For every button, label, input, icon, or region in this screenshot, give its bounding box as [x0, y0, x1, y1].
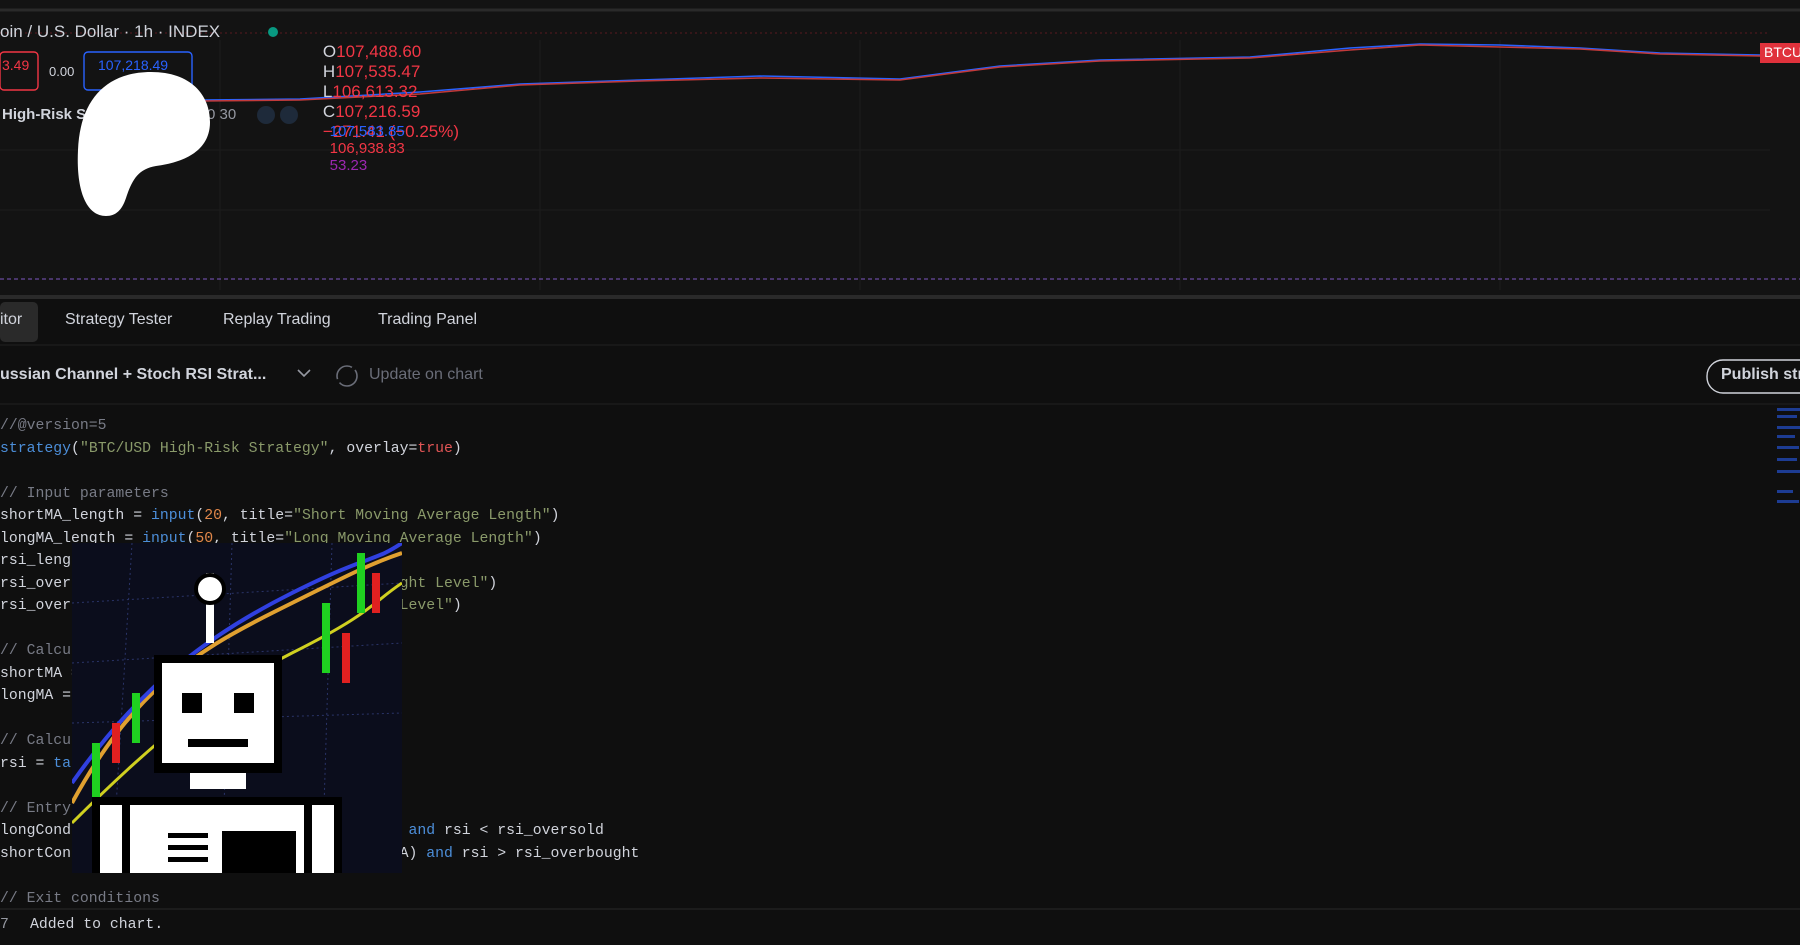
code-line: strategy("BTC/USD High-Risk Strategy", o… — [0, 441, 462, 457]
code-token: ( — [71, 440, 80, 457]
code-token: true — [417, 440, 453, 457]
indicator-params: 0 30 — [207, 106, 237, 123]
ohlc-key: O — [322, 42, 337, 61]
symbol-title: oin / U.S. Dollar · 1h · INDEX — [0, 22, 221, 41]
code-token: input — [142, 530, 187, 547]
code-token: // Exit conditions — [0, 890, 160, 907]
ohlc-value: 107,535.47 — [335, 62, 421, 81]
code-token: ( — [186, 530, 196, 547]
tab[interactable]: Strategy Tester — [65, 311, 173, 328]
code-token: and — [408, 823, 436, 839]
publish-button[interactable] — [1706, 359, 1800, 394]
code-token: ) — [452, 440, 462, 457]
code-token: rsi = — [0, 755, 54, 772]
ohlc: O107,488.60 H107,535.47 L106,613.32 C107… — [304, 22, 459, 162]
badge-left — [0, 51, 39, 91]
code-token: "BTC/USD High-Risk Strategy" — [79, 440, 329, 457]
badge-text: 107,218.49 — [98, 57, 169, 73]
code-token: longMA = — [0, 688, 80, 704]
candles-line — [199, 43, 1761, 101]
indicator-value: 53.23 — [329, 157, 368, 174]
code-token: ( — [195, 508, 205, 524]
code-token: 20 — [204, 508, 223, 524]
ohlc-value: 107,216.59 — [335, 102, 421, 121]
code-token: // Input parameters — [0, 485, 169, 502]
code-token: shortMA_length = — [0, 508, 151, 524]
code-token: rsi < rsi_oversold — [435, 823, 604, 839]
ohlc-value: 107,488.60 — [336, 42, 422, 61]
ohlc-value: 106,613.32 — [332, 82, 418, 101]
code-token: and — [426, 845, 453, 862]
active-tab-bg — [0, 302, 38, 342]
grid — [0, 40, 1770, 290]
code-token: longMA_length = — [0, 530, 143, 547]
code-line: shortMA_length = input(20, title="Short … — [0, 508, 559, 524]
indicator-values: 107,583.85 106,938.83 53.23 — [313, 106, 405, 191]
code-token: , title= — [213, 530, 285, 547]
chevron-icon[interactable] — [297, 369, 311, 378]
badge-text: 0.00 — [49, 64, 75, 79]
price-tag: BTCU — [1764, 44, 1800, 60]
indicator-icon[interactable] — [280, 106, 298, 124]
code-token: //@version=5 — [0, 418, 107, 434]
code-token: ) — [488, 575, 498, 592]
code-token: input — [150, 508, 196, 524]
tab[interactable]: Replay Trading — [223, 311, 331, 328]
code-token: 50 — [195, 530, 214, 547]
code-token: , overlay= — [328, 440, 418, 457]
code-token: strategy — [0, 440, 72, 457]
code-line: longMA_length = input(50, title="Long Mo… — [0, 531, 542, 547]
code-token: ) — [532, 530, 542, 547]
indicator-name: High-Risk S — [2, 106, 87, 123]
ohlc-key: L — [322, 82, 333, 101]
code-token: "Long Moving Average Length" — [284, 530, 533, 547]
logo-overlay — [77, 72, 210, 216]
code-token: rsi > rsi_overbought — [452, 845, 640, 862]
code-line: // Input parameters — [0, 486, 169, 502]
code-line: // Exit conditions — [0, 891, 160, 907]
change: −271.41 (−0.25%) — [322, 122, 460, 141]
code-line: //@version=5 — [0, 418, 107, 434]
ohlc-key: C — [322, 102, 336, 121]
indicator-value: 106,938.83 — [329, 140, 405, 157]
indicator-icon[interactable] — [257, 106, 275, 124]
badge-text: 3.49 — [2, 57, 30, 73]
tab[interactable]: Trading Panel — [378, 311, 478, 328]
indicator-value: 107,583.85 — [329, 123, 405, 140]
chart-pane — [0, 0, 1800, 296]
console-line: 7 — [0, 917, 9, 933]
ohlc-key: H — [322, 62, 336, 81]
minimap — [1777, 408, 1800, 503]
robot-overlay — [72, 543, 402, 873]
market-status — [268, 27, 278, 37]
tab[interactable]: itor — [0, 311, 23, 328]
console-message: Added to chart. — [30, 917, 164, 933]
code-token: ) — [452, 598, 462, 614]
script-name[interactable]: ussian Channel + Stoch RSI Strat... — [0, 366, 267, 383]
code-token: , title= — [222, 508, 294, 524]
refresh-icon[interactable] — [336, 365, 358, 387]
publish-label[interactable]: Publish str — [1721, 366, 1800, 383]
code-token: "Short Moving Average Length" — [293, 508, 551, 524]
update-button[interactable]: Update on chart — [369, 366, 483, 383]
ma-line — [199, 44, 1761, 102]
price-tag-bg — [1760, 43, 1800, 63]
code-token: ) — [550, 508, 560, 524]
